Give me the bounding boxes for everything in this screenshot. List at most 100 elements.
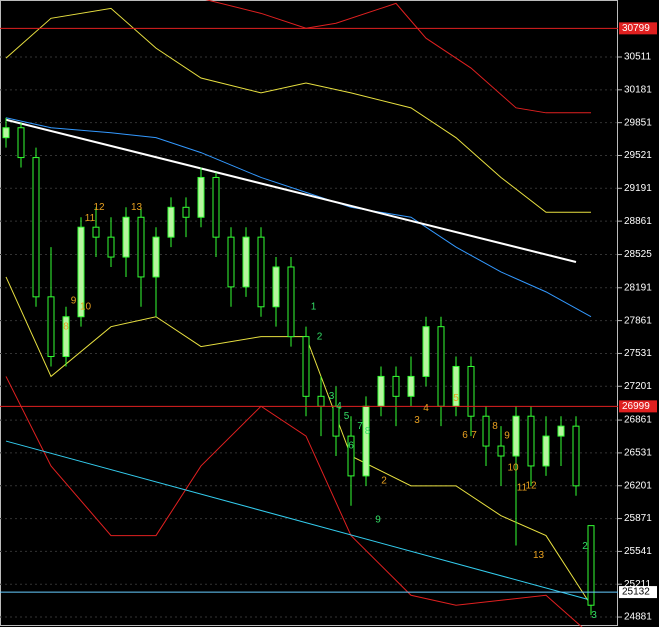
y-tick-label: 30511 xyxy=(624,52,652,63)
candle-body xyxy=(587,525,595,606)
candle-body xyxy=(407,375,415,397)
sequence-number: 6 xyxy=(348,441,354,452)
sequence-number: 3 xyxy=(414,415,420,426)
y-tick-label: 29521 xyxy=(624,150,652,161)
sequence-number: 4 xyxy=(423,403,429,414)
sequence-number: 2 xyxy=(582,541,588,552)
candle-body xyxy=(422,326,430,377)
indicator-line xyxy=(205,0,591,114)
indicator-line xyxy=(5,376,583,627)
sequence-number: 8 xyxy=(492,421,498,432)
sequence-number: 7 xyxy=(471,430,477,441)
sequence-number: 5 xyxy=(344,411,350,422)
y-tick-label: 24881 xyxy=(624,612,652,623)
sequence-number: 13 xyxy=(131,202,143,213)
y-tick-label: 27531 xyxy=(624,348,652,359)
candle-body xyxy=(572,425,580,487)
candle-body xyxy=(542,435,550,467)
candle-body xyxy=(212,176,220,238)
candle-body xyxy=(77,226,85,318)
sequence-number: 7 xyxy=(357,421,363,432)
y-tick-label: 30181 xyxy=(624,84,652,95)
sequence-number: 9 xyxy=(504,431,510,442)
y-tick-label: 25211 xyxy=(624,579,652,590)
indicator-line xyxy=(5,117,592,318)
sequence-number: 8 xyxy=(63,321,69,332)
candle-body xyxy=(392,375,400,397)
indicator-line xyxy=(5,440,592,601)
sequence-number: 6 xyxy=(462,430,468,441)
indicator-line xyxy=(5,7,591,213)
candle-body xyxy=(92,226,100,238)
price-label: 26999 xyxy=(622,401,650,412)
y-tick-label: 25541 xyxy=(624,546,652,557)
candle-body xyxy=(497,445,505,457)
sequence-number: 1 xyxy=(311,301,317,312)
sequence-number: 2 xyxy=(381,476,387,487)
candle-body xyxy=(227,236,235,288)
candle-body xyxy=(467,365,475,417)
sequence-number: 9 xyxy=(71,295,77,306)
candle-body xyxy=(362,405,370,477)
candle-body xyxy=(257,236,265,308)
candle-body xyxy=(272,266,280,308)
y-tick-label: 26861 xyxy=(624,415,652,426)
sequence-number: 11 xyxy=(85,213,96,224)
candle-body xyxy=(242,236,250,288)
plot-frame xyxy=(0,0,618,626)
price-label-box xyxy=(619,22,657,35)
indicator-line xyxy=(5,118,577,263)
y-tick-label: 27861 xyxy=(624,315,652,326)
candle-body xyxy=(197,176,205,218)
candle-body xyxy=(302,336,310,397)
y-tick-label: 27201 xyxy=(624,381,652,392)
candle-body xyxy=(167,206,175,238)
sequence-number: 12 xyxy=(525,480,537,491)
candle-body xyxy=(152,236,160,278)
candle-body xyxy=(122,216,130,258)
sequence-number: 10 xyxy=(80,301,92,312)
sequence-number: 3 xyxy=(329,391,335,402)
candle-body xyxy=(377,375,385,407)
y-tick-label: 26201 xyxy=(624,480,652,491)
candle-body xyxy=(512,415,520,457)
candle-body xyxy=(32,157,40,298)
y-tick-label: 25871 xyxy=(624,513,652,524)
candle-body xyxy=(527,415,535,467)
price-label-box xyxy=(619,400,657,413)
candle-body xyxy=(317,395,325,407)
sequence-number: 4 xyxy=(336,401,342,412)
candle-body xyxy=(482,415,490,447)
sequence-number: 8 xyxy=(365,426,371,437)
price-label-box xyxy=(619,586,657,599)
candle-body xyxy=(287,266,295,338)
candle-body xyxy=(137,216,145,278)
sequence-number: 9 xyxy=(375,514,381,525)
price-label: 25132 xyxy=(622,587,650,598)
sequence-number: 10 xyxy=(507,463,519,474)
y-tick-label: 29191 xyxy=(624,183,652,194)
sequence-number: 2 xyxy=(317,331,323,342)
y-tick-label: 28525 xyxy=(624,249,652,260)
candle-body xyxy=(437,326,445,407)
candle-body xyxy=(107,236,115,258)
candle-body xyxy=(62,316,70,358)
price-label: 30799 xyxy=(622,23,650,34)
sequence-number: 11 xyxy=(517,482,528,493)
sequence-number: 3 xyxy=(591,610,597,621)
sequence-number: 13 xyxy=(533,550,545,561)
candle-body xyxy=(557,425,565,437)
candle-body xyxy=(17,127,25,159)
sequence-number: 12 xyxy=(93,202,105,213)
candle-body xyxy=(182,206,190,218)
y-tick-label: 28191 xyxy=(624,282,652,293)
y-tick-label: 26531 xyxy=(624,448,652,459)
candle-body xyxy=(2,127,10,139)
candle-body xyxy=(347,435,355,477)
candle-body xyxy=(47,296,55,358)
sequence-number: 5 xyxy=(453,393,459,404)
y-tick-label: 28861 xyxy=(624,216,652,227)
y-tick-label: 29851 xyxy=(624,117,652,128)
